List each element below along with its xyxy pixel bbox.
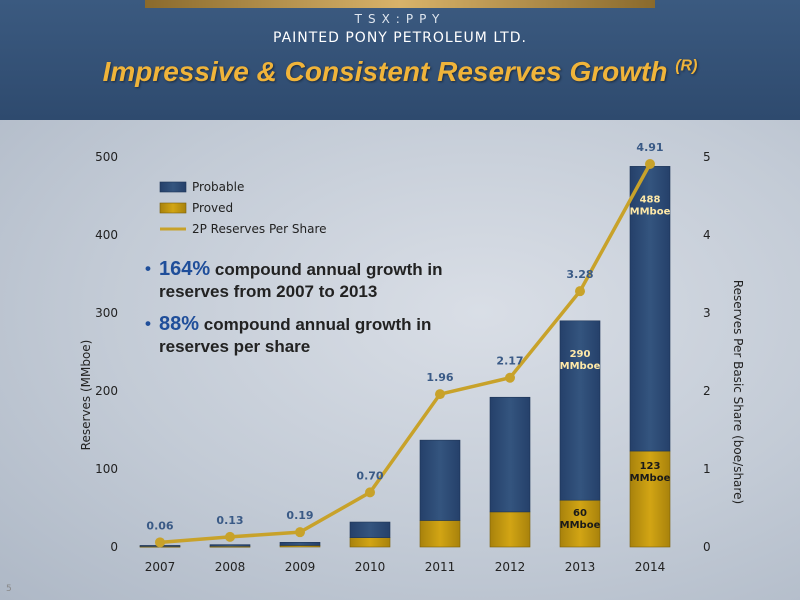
y-tick-label-left: 0 [110, 540, 118, 554]
slide-title: Impressive & Consistent Reserves Growth … [0, 56, 800, 88]
bar-annotation: 123 MMboe [630, 461, 671, 484]
bar-annotation: 488 MMboe [630, 194, 671, 217]
right-axis: 0 1 2 3 4 5 [703, 150, 711, 554]
line-point [435, 389, 445, 400]
legend-swatch-probable [159, 181, 187, 193]
y-tick-label-left: 200 [95, 384, 118, 398]
y-axis-label-right: Reserves Per Basic Share (boe/share) [731, 280, 745, 504]
probable-bar [559, 320, 601, 501]
probable-bar [349, 521, 391, 538]
bar-annotation-line: 123 [640, 461, 661, 472]
y-tick-label-left: 300 [95, 306, 118, 320]
bullet-dot-icon: • [145, 259, 151, 278]
ticker-symbol: TSX:PPY [354, 12, 446, 26]
bullet-list: • 164% compound annual growth in reserves… [145, 258, 445, 368]
legend-label: Proved [192, 201, 233, 215]
slide-title-text: Impressive & Consistent Reserves Growth [102, 56, 668, 87]
line-data-label: 0.19 [286, 509, 313, 522]
legend-label: Probable [192, 180, 244, 194]
reserves-per-share-line: 0.06 0.13 0.19 0.70 1.96 2.17 3.28 4.91 [146, 141, 664, 548]
legend-swatch-proved [159, 202, 187, 214]
y-tick-label-right: 5 [703, 150, 711, 164]
line-point [645, 159, 655, 170]
probable-bar [279, 542, 321, 546]
line-path [159, 163, 652, 545]
x-tick-label: 2013 [565, 560, 596, 574]
bar-annotation-line: 290 [570, 349, 591, 360]
gold-strip [145, 0, 655, 8]
line-data-label: 4.91 [636, 141, 663, 154]
bullet-highlight: 88% [159, 313, 200, 335]
proved-bar [629, 450, 671, 548]
probable-bar [209, 544, 251, 547]
y-tick-label-left: 500 [95, 150, 118, 164]
bullet-dot-icon: • [145, 314, 151, 333]
line-data-label: 2.17 [496, 355, 523, 368]
y-tick-label-left: 400 [95, 228, 118, 242]
line-point [575, 286, 585, 297]
x-tick-label: 2007 [145, 560, 176, 574]
line-data-label: 0.13 [216, 514, 243, 527]
proved-bar [349, 537, 391, 548]
x-axis: 2007 2008 2009 2010 2011 2012 2013 2014 [145, 560, 666, 574]
probable-bar [489, 396, 531, 513]
bar-annotation: 60 MMboe [560, 508, 601, 531]
bullet-text: compound annual growth in reserves from … [159, 260, 443, 301]
line-data-label: 0.70 [356, 469, 383, 482]
legend: Probable Proved 2P Reserves Per Share [159, 180, 327, 236]
bar-annotation-line: 488 [640, 194, 661, 205]
y-tick-label-right: 1 [703, 462, 711, 476]
line-point [295, 527, 305, 538]
line-point [365, 487, 375, 498]
y-tick-label-right: 0 [703, 540, 711, 554]
bar-annotation-line: MMboe [560, 520, 601, 531]
x-tick-label: 2008 [215, 560, 246, 574]
left-axis: 0 100 200 300 400 500 [95, 150, 118, 554]
bar-annotation-line: MMboe [630, 206, 671, 217]
x-tick-label: 2011 [425, 560, 456, 574]
y-tick-label-left: 100 [95, 462, 118, 476]
legend-label: 2P Reserves Per Share [192, 222, 327, 236]
x-tick-label: 2014 [635, 560, 666, 574]
proved-bar [489, 511, 531, 548]
slide-title-sup: (R) [675, 57, 698, 75]
proved-bar [419, 520, 461, 548]
x-tick-label: 2009 [285, 560, 316, 574]
line-point [505, 372, 515, 383]
proved-bar [559, 499, 601, 548]
slide-number: 5 [6, 584, 12, 594]
bullet-item: • 164% compound annual growth in reserves… [145, 258, 445, 303]
line-point [155, 537, 165, 548]
bar-annotation: 290 MMboe [560, 349, 601, 372]
bar-annotation-line: MMboe [560, 361, 601, 372]
y-axis-label-left: Reserves (MMboe) [79, 340, 93, 451]
y-tick-label-right: 3 [703, 306, 711, 320]
x-tick-label: 2010 [355, 560, 386, 574]
line-data-label: 0.06 [146, 519, 173, 532]
line-data-label: 1.96 [426, 371, 453, 384]
bar-annotation-line: 60 [573, 508, 587, 519]
y-tick-label-right: 4 [703, 228, 711, 242]
x-tick-label: 2012 [495, 560, 526, 574]
bullet-text: compound annual growth in reserves per s… [159, 315, 432, 356]
bullet-highlight: 164% [159, 258, 211, 280]
probable-bar [629, 166, 671, 452]
line-point [225, 531, 235, 542]
y-tick-label-right: 2 [703, 384, 711, 398]
bar-annotation-line: MMboe [630, 473, 671, 484]
company-name: PAINTED PONY PETROLEUM LTD. [273, 30, 527, 46]
header-banner: TSX:PPY PAINTED PONY PETROLEUM LTD. Impr… [0, 0, 800, 120]
probable-bar [419, 439, 461, 521]
bullet-item: • 88% compound annual growth in reserves … [145, 313, 445, 358]
line-data-label: 3.28 [566, 268, 593, 281]
